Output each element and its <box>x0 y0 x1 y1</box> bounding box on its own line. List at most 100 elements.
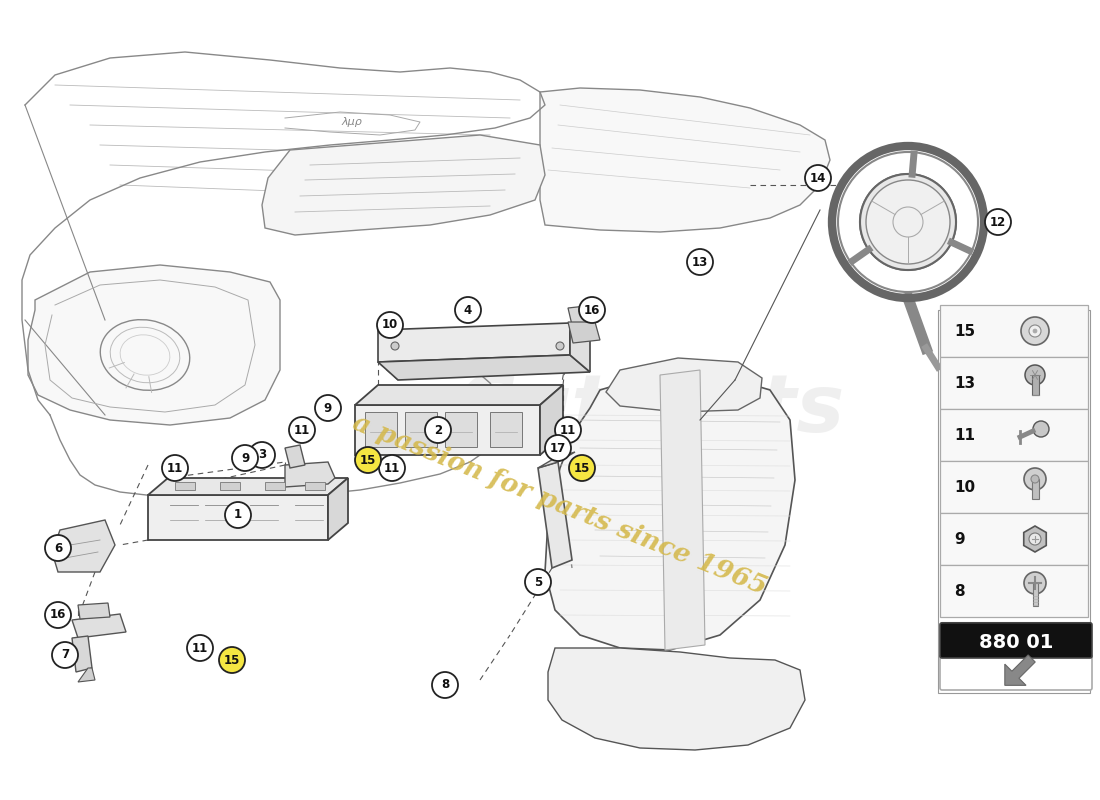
Polygon shape <box>1024 526 1046 552</box>
Circle shape <box>1021 317 1049 345</box>
FancyBboxPatch shape <box>940 622 1092 658</box>
Bar <box>1033 583 1037 606</box>
Circle shape <box>1025 365 1045 385</box>
Polygon shape <box>540 88 830 232</box>
Polygon shape <box>1004 655 1035 686</box>
Text: a passion for parts since 1965: a passion for parts since 1965 <box>350 410 771 600</box>
Polygon shape <box>570 323 590 372</box>
Text: 13: 13 <box>692 255 708 269</box>
Circle shape <box>432 672 458 698</box>
Bar <box>446 412 477 447</box>
Polygon shape <box>378 323 570 362</box>
Circle shape <box>866 180 950 264</box>
Circle shape <box>1033 421 1049 437</box>
Polygon shape <box>538 452 575 468</box>
Circle shape <box>455 297 481 323</box>
Circle shape <box>1028 325 1041 337</box>
Circle shape <box>569 455 595 481</box>
Circle shape <box>249 442 275 468</box>
Circle shape <box>1024 468 1046 490</box>
Polygon shape <box>606 358 762 412</box>
FancyBboxPatch shape <box>940 654 1092 690</box>
Polygon shape <box>78 603 110 619</box>
Bar <box>940 305 1088 357</box>
Circle shape <box>984 209 1011 235</box>
Polygon shape <box>148 478 348 495</box>
Text: 7: 7 <box>60 649 69 662</box>
Text: 3: 3 <box>257 449 266 462</box>
Text: 11: 11 <box>954 427 975 442</box>
Text: 11: 11 <box>294 423 310 437</box>
Circle shape <box>1031 475 1040 483</box>
Bar <box>405 412 437 447</box>
Circle shape <box>219 647 245 673</box>
Polygon shape <box>660 370 705 650</box>
Circle shape <box>315 395 341 421</box>
Text: 11: 11 <box>191 642 208 654</box>
Circle shape <box>355 447 381 473</box>
Circle shape <box>1028 533 1041 545</box>
Circle shape <box>162 455 188 481</box>
Bar <box>940 461 1088 513</box>
Text: 10: 10 <box>382 318 398 331</box>
Circle shape <box>226 502 251 528</box>
Bar <box>940 409 1088 461</box>
Text: 9: 9 <box>954 531 965 546</box>
Bar <box>1032 479 1038 499</box>
Circle shape <box>45 535 72 561</box>
Text: 880 01: 880 01 <box>979 633 1053 652</box>
Text: 10: 10 <box>954 479 975 494</box>
Text: 11: 11 <box>384 462 400 474</box>
Text: 12: 12 <box>990 215 1006 229</box>
Text: 4: 4 <box>464 303 472 317</box>
Polygon shape <box>568 322 600 343</box>
Text: 15: 15 <box>574 462 591 474</box>
Circle shape <box>379 455 405 481</box>
Text: 2: 2 <box>433 423 442 437</box>
Circle shape <box>688 249 713 275</box>
Polygon shape <box>28 265 280 425</box>
Text: λμρ: λμρ <box>342 117 362 127</box>
Circle shape <box>860 174 956 270</box>
Circle shape <box>556 342 564 350</box>
Bar <box>940 565 1088 617</box>
Bar <box>365 412 397 447</box>
Circle shape <box>45 602 72 628</box>
Circle shape <box>232 445 258 471</box>
Circle shape <box>390 342 399 350</box>
Polygon shape <box>540 385 563 455</box>
Polygon shape <box>52 520 116 572</box>
Circle shape <box>556 417 581 443</box>
Text: CutParts: CutParts <box>455 371 845 449</box>
Polygon shape <box>72 636 92 672</box>
Bar <box>940 357 1088 409</box>
Polygon shape <box>262 135 544 235</box>
Circle shape <box>805 165 830 191</box>
Bar <box>940 513 1088 565</box>
Circle shape <box>525 569 551 595</box>
Text: 9: 9 <box>241 451 249 465</box>
Polygon shape <box>355 405 540 455</box>
Text: 8: 8 <box>441 678 449 691</box>
Bar <box>490 412 522 447</box>
Bar <box>220 482 240 490</box>
Bar <box>1032 375 1038 395</box>
Circle shape <box>289 417 315 443</box>
Circle shape <box>579 297 605 323</box>
Polygon shape <box>148 495 328 540</box>
Polygon shape <box>568 305 598 325</box>
Circle shape <box>1033 329 1037 333</box>
Text: 13: 13 <box>954 375 975 390</box>
Polygon shape <box>355 385 563 405</box>
Circle shape <box>425 417 451 443</box>
Circle shape <box>377 312 403 338</box>
Bar <box>265 482 285 490</box>
Polygon shape <box>548 648 805 750</box>
Text: 1: 1 <box>234 509 242 522</box>
Text: 16: 16 <box>50 609 66 622</box>
Bar <box>938 310 1090 693</box>
Text: 9: 9 <box>323 402 332 414</box>
Text: 15: 15 <box>954 323 975 338</box>
Circle shape <box>187 635 213 661</box>
Text: 8: 8 <box>954 583 965 598</box>
